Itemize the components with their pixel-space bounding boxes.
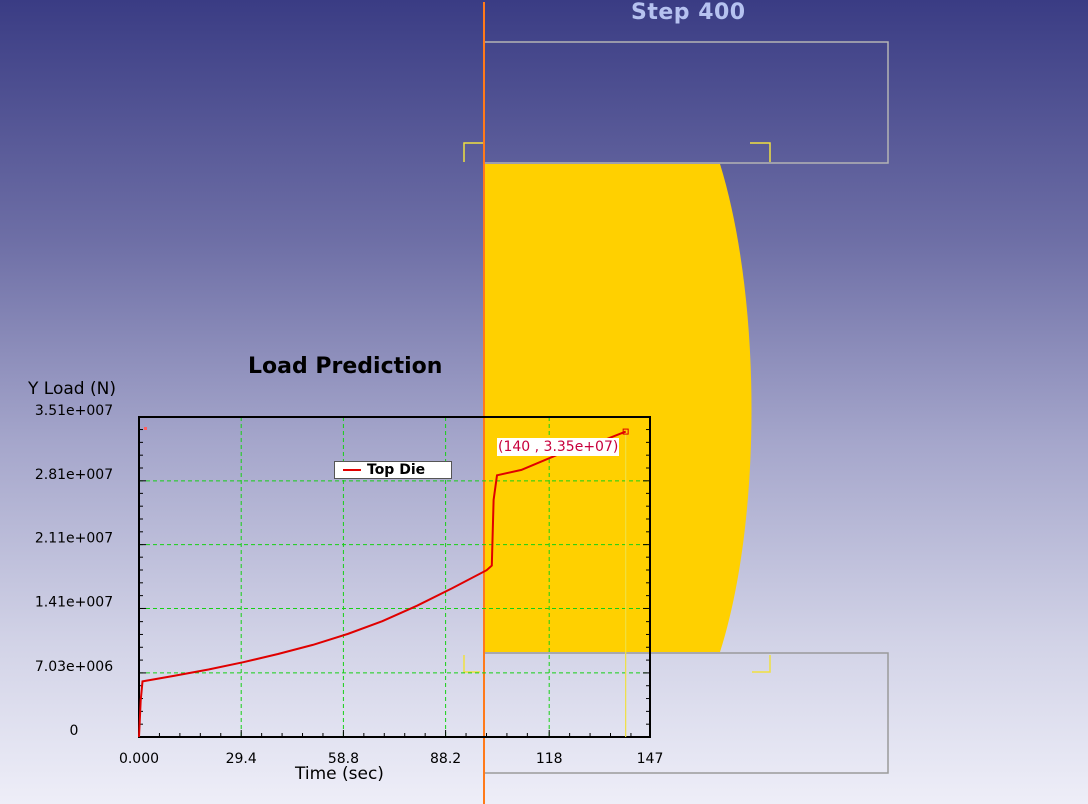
x-tick-label: 0.000 — [119, 751, 159, 767]
legend: Top Die — [334, 461, 452, 479]
step-label: Step 400 — [631, 0, 746, 25]
series-start-marker — [144, 427, 147, 430]
y-tick-label: 2.11e+007 — [35, 531, 113, 547]
chart-title: Load Prediction — [248, 354, 443, 379]
chart-tick-labels: 0.000 29.4 58.8 88.2 118 147 0 7.03e+006 1.41e+0… — [35, 403, 663, 767]
x-tick-label: 58.8 — [328, 751, 359, 767]
bottom-left-marker — [463, 655, 480, 673]
legend-swatch — [343, 469, 361, 471]
y-tick-label: 3.51e+007 — [35, 403, 113, 419]
x-tick-label: 118 — [536, 751, 563, 767]
y-tick-label: 1.41e+007 — [35, 594, 113, 610]
top-die — [483, 41, 889, 164]
y-tick-label: 0 — [70, 723, 79, 739]
point-annotation: (140 , 3.35e+07) — [497, 438, 620, 456]
top-right-marker — [750, 142, 771, 162]
x-tick-label: 88.2 — [430, 751, 461, 767]
x-tick-label: 29.4 — [226, 751, 257, 767]
chart-grid — [139, 417, 650, 737]
x-tick-label: 147 — [637, 751, 664, 767]
series-line-top-die — [138, 430, 627, 738]
top-left-marker — [463, 142, 483, 162]
y-axis-label: Y Load (N) — [28, 379, 116, 399]
load-chart: 0.000 29.4 58.8 88.2 118 147 0 7.03e+006 1.41e+0… — [35, 403, 663, 767]
plot-frame — [138, 416, 651, 738]
series-end-marker — [622, 428, 629, 435]
bottom-right-marker — [752, 655, 771, 673]
x-axis-label: Time (sec) — [295, 764, 384, 784]
workpiece — [484, 164, 752, 652]
y-tick-label: 7.03e+006 — [35, 659, 113, 675]
legend-entry-top-die: Top Die — [367, 462, 426, 478]
y-tick-label: 2.81e+007 — [35, 467, 113, 483]
